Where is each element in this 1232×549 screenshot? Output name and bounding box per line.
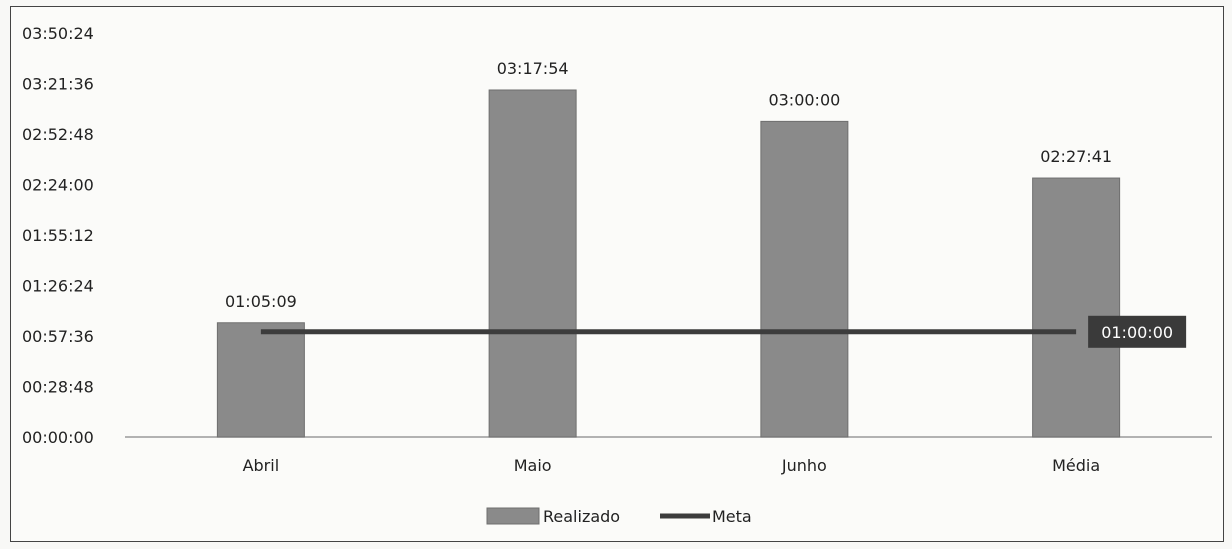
legend-swatch-realizado (486, 507, 540, 525)
bar-média (1032, 177, 1121, 438)
legend-label-meta: Meta (712, 507, 752, 526)
bar-maio (488, 89, 577, 438)
x-tick-label: Média (1052, 456, 1100, 475)
y-tick-label: 02:52:48 (22, 125, 94, 144)
y-tick-label: 01:55:12 (22, 226, 94, 245)
x-tick-label: Maio (514, 456, 552, 475)
bar-data-label: 03:00:00 (768, 90, 840, 109)
y-tick-label: 02:24:00 (22, 176, 94, 195)
y-tick-label: 00:57:36 (22, 327, 94, 346)
y-tick-label: 03:50:24 (22, 24, 94, 43)
bar-junho (760, 120, 849, 438)
x-tick-label: Junho (781, 456, 827, 475)
x-tick-label: Abril (243, 456, 280, 475)
y-tick-label: 00:28:48 (22, 378, 94, 397)
bar-data-label: 01:05:09 (225, 292, 297, 311)
y-tick-label: 01:26:24 (22, 277, 94, 296)
bar-abril (216, 322, 305, 438)
legend-label-realizado: Realizado (543, 507, 620, 526)
y-tick-label: 00:00:00 (22, 428, 94, 447)
bar-data-label: 02:27:41 (1040, 147, 1112, 166)
bar-data-label: 03:17:54 (497, 59, 569, 78)
meta-label-box (1088, 315, 1187, 348)
chart-frame (10, 6, 1224, 542)
y-tick-label: 03:21:36 (22, 75, 94, 94)
meta-data-label: 01:00:00 (1101, 323, 1173, 342)
